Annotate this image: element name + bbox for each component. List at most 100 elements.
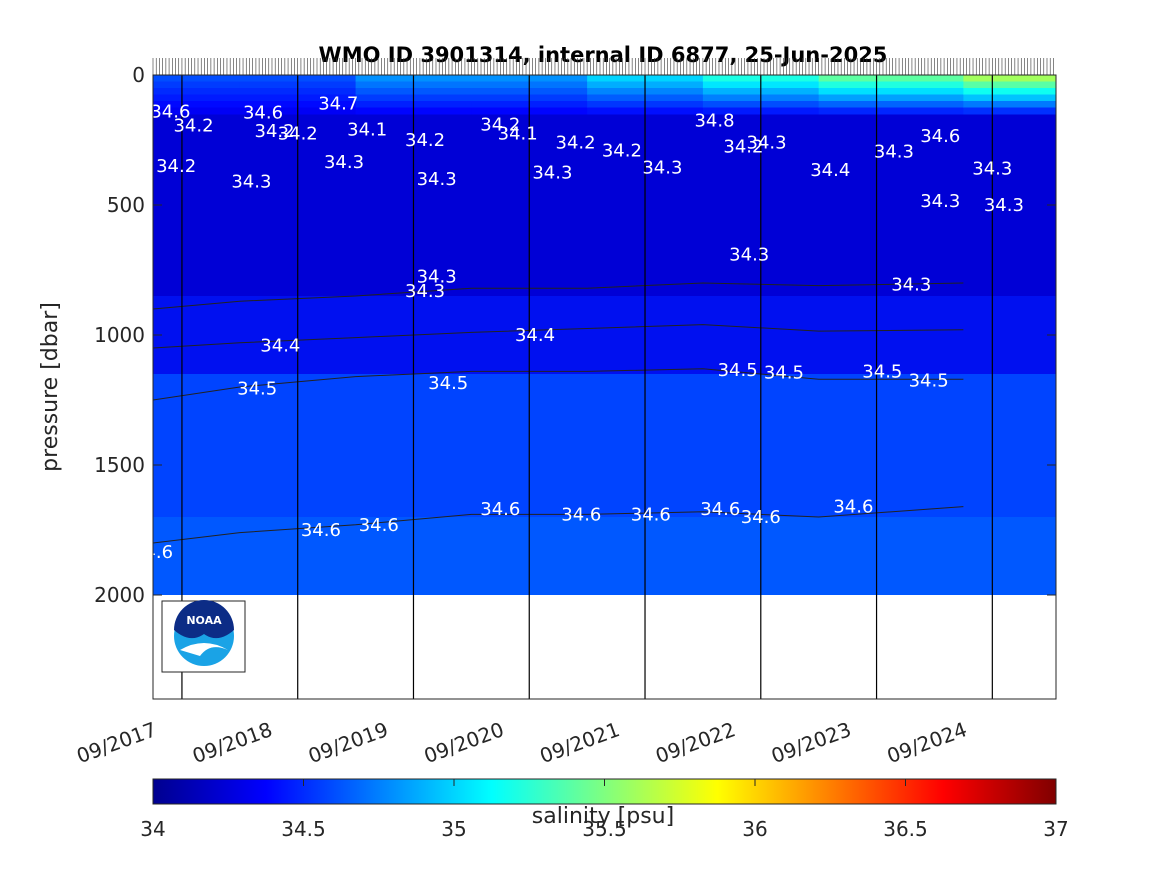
surface-band (963, 101, 1056, 108)
surface-band (963, 75, 1056, 82)
contour-label: 34.3 (231, 172, 271, 193)
colorbar-label: salinity [psu] (532, 804, 674, 829)
y-tick-label: 0 (132, 63, 145, 87)
contour-label: 34.4 (260, 335, 300, 356)
surface-band (818, 88, 964, 95)
contour-label: 34.5 (862, 361, 902, 382)
plot-frame (152, 74, 1057, 700)
contour-label: 34.6 (833, 497, 873, 518)
surface-band (963, 107, 1056, 115)
salinity-layer-34.6 (153, 517, 1056, 595)
contour-label: 34.3 (920, 191, 960, 212)
contour-label: 34.6 (150, 101, 190, 122)
colorbar-tick-label: 34 (140, 817, 165, 841)
x-tick-label: 09/2018 (189, 717, 275, 768)
surface-band (818, 94, 964, 102)
surface-band (963, 81, 1056, 89)
colorbar-tick-label: 36 (742, 817, 767, 841)
contour-label: 34.6 (561, 504, 601, 525)
surface-band (153, 81, 241, 89)
x-tick-label: 09/2019 (305, 717, 391, 768)
contour-label: 34.3 (972, 159, 1012, 180)
contour-label: 34.2 (173, 116, 213, 137)
contour-label: 34.3 (874, 142, 914, 163)
contour-label: 34.6 (631, 504, 671, 525)
surface-band (818, 75, 964, 82)
surface-band (153, 94, 241, 102)
contour-label: 34.5 (718, 360, 758, 381)
contour-label: 34.4 (515, 325, 555, 346)
colorbar-tick-label: 36.5 (883, 817, 928, 841)
contour-label: 34.6 (243, 103, 283, 124)
surface-band (963, 88, 1056, 95)
contour-label: 34.2 (480, 114, 520, 135)
contour-label: 34.5 (909, 371, 949, 392)
contour-label: 34.4 (810, 160, 850, 181)
surface-band (153, 75, 241, 82)
contour-label: 34.5 (428, 373, 468, 394)
surface-band (153, 101, 241, 108)
month-tick-marks (152, 58, 1054, 75)
colorbar-tick-label: 35.5 (582, 817, 627, 841)
x-tick-label: 09/2017 (73, 717, 159, 768)
contour-label: 34.2 (556, 133, 596, 154)
contour-label: 34.2 (723, 137, 763, 158)
noaa-logo: NOAA (161, 600, 246, 673)
surface-band (818, 81, 964, 89)
contour-label: 34.3 (729, 244, 769, 265)
colorbar: 34 34.5 35 35.5 36 36.5 37 salinity [psu] (140, 778, 1069, 841)
contour-label: 34.6 (920, 126, 960, 147)
contour-label: 34.6 (301, 520, 341, 541)
colorbar-tick-label: 35 (441, 817, 466, 841)
contour-label: 34.6 (741, 507, 781, 528)
contour-label: 34.1 (498, 124, 538, 145)
contour-label: 34.1 (347, 120, 387, 141)
year-divider-lines (181, 75, 993, 699)
contour-label: 34.2 (278, 124, 318, 145)
contour-label: 34.3 (324, 152, 364, 173)
y-tick-label: 1000 (94, 323, 145, 347)
surface-band (153, 107, 241, 115)
contour-label: 34.6 (700, 499, 740, 520)
x-tick-label: 09/2022 (652, 717, 738, 768)
y-tick-label: 2000 (94, 583, 145, 607)
contour-labels: 34.634.234.234.334.634.234.734.234.334.1… (133, 94, 1024, 563)
surface-band (818, 101, 964, 108)
colorbar-tick-label: 34.5 (281, 817, 326, 841)
y-tick-label: 500 (107, 193, 145, 217)
contour-label: 34.2 (156, 156, 196, 177)
contour-label: 34.3 (747, 133, 787, 154)
contour-label: 34.8 (694, 111, 734, 132)
contour-label: 34.5 (764, 363, 804, 384)
y-axis: 0 500 1000 1500 2000 (94, 63, 1056, 607)
contour-label: 34.6 (359, 515, 399, 536)
x-tick-label: 09/2021 (536, 717, 622, 768)
colorbar-ticks: 34 34.5 35 35.5 36 36.5 37 (140, 779, 1069, 841)
contour-label: 34.6 (480, 499, 520, 520)
salinity-layer-34.5 (153, 374, 1056, 517)
contour-label: 34.3 (405, 281, 445, 302)
contour-label: 34.3 (642, 157, 682, 178)
y-axis-label: pressure [dbar] (38, 302, 63, 472)
contour-label: 34.3 (984, 195, 1024, 216)
contour-label: 34.3 (417, 169, 457, 190)
contour-label: 34.6 (133, 542, 173, 563)
colorbar-tick-label: 37 (1043, 817, 1068, 841)
surface-band (818, 107, 964, 115)
surface-band (153, 88, 241, 95)
contour-label: 34.2 (602, 140, 642, 161)
salinity-layer-34.4 (153, 296, 1056, 374)
x-tick-label: 09/2023 (768, 717, 854, 768)
noaa-logo-text: NOAA (186, 614, 222, 627)
contour-label: 34.3 (891, 274, 931, 295)
contour-label: 34.7 (318, 94, 358, 115)
y-tick-label: 1500 (94, 453, 145, 477)
contour-label: 34.2 (255, 121, 295, 142)
x-tick-label: 09/2020 (421, 717, 507, 768)
x-axis: 09/2017 09/2018 09/2019 09/2020 09/2021 09/20… (73, 717, 970, 768)
contour-label: 34.3 (532, 163, 572, 184)
x-tick-label: 09/2024 (884, 717, 970, 768)
surface-band (963, 94, 1056, 102)
contour-label: 34.2 (405, 130, 445, 151)
